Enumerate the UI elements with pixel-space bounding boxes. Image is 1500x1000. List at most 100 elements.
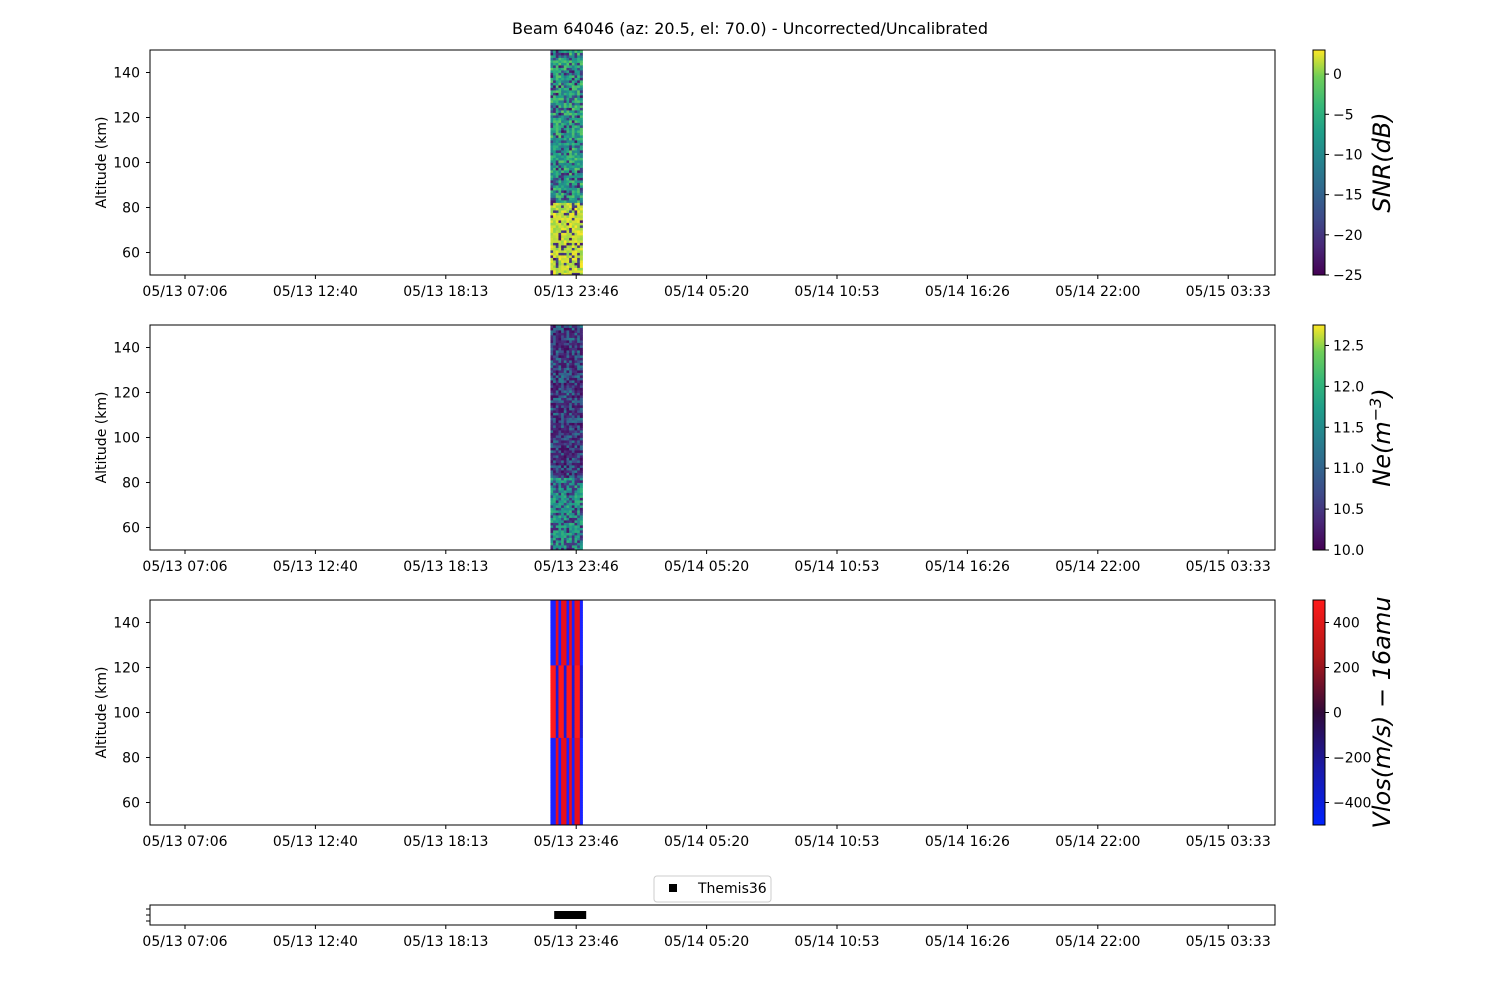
heatmap-cell bbox=[569, 55, 573, 58]
heatmap-cell bbox=[579, 330, 583, 333]
heatmap-cell bbox=[566, 380, 570, 383]
heatmap-cell bbox=[563, 722, 567, 726]
heatmap-cell bbox=[558, 810, 562, 813]
heatmap-cell bbox=[574, 325, 578, 328]
heatmap-cell bbox=[561, 327, 565, 331]
heatmap-cell bbox=[569, 622, 573, 626]
heatmap-cell bbox=[553, 212, 557, 216]
heatmap-cell bbox=[553, 700, 557, 703]
heatmap-cell bbox=[550, 255, 554, 258]
heatmap-cell bbox=[550, 400, 554, 403]
heatmap-cell bbox=[571, 437, 575, 441]
heatmap-cell bbox=[579, 467, 583, 471]
heatmap-cell bbox=[579, 385, 583, 388]
heatmap-cell bbox=[569, 495, 573, 498]
heatmap-cell bbox=[555, 197, 559, 201]
heatmap-cell bbox=[571, 640, 575, 643]
heatmap-cell bbox=[577, 615, 581, 618]
heatmap-cell bbox=[579, 772, 583, 776]
heatmap-cell bbox=[577, 495, 581, 498]
heatmap-cell bbox=[563, 207, 567, 211]
heatmap-cell bbox=[563, 447, 567, 451]
heatmap-cell bbox=[577, 230, 581, 233]
heatmap-cell bbox=[577, 145, 581, 148]
heatmap-cell bbox=[569, 107, 573, 111]
heatmap-cell bbox=[571, 617, 575, 621]
heatmap-cell bbox=[558, 450, 562, 453]
heatmap-cell bbox=[561, 360, 565, 363]
heatmap-cell bbox=[571, 385, 575, 388]
heatmap-cell bbox=[555, 632, 559, 636]
heatmap-cell bbox=[561, 525, 565, 528]
heatmap-cell bbox=[553, 95, 557, 98]
heatmap-cell bbox=[569, 130, 573, 133]
heatmap-cell bbox=[569, 440, 573, 443]
heatmap-cell bbox=[563, 157, 567, 161]
heatmap-cell bbox=[579, 222, 583, 226]
heatmap-cell bbox=[571, 535, 575, 538]
heatmap-cell bbox=[558, 672, 562, 676]
heatmap-cell bbox=[561, 700, 565, 703]
heatmap-cell bbox=[579, 52, 583, 56]
heatmap-cell bbox=[579, 262, 583, 266]
heatmap-cell bbox=[558, 695, 562, 698]
heatmap-cell bbox=[574, 247, 578, 251]
heatmap-cell bbox=[561, 190, 565, 193]
heatmap-cell bbox=[555, 352, 559, 356]
heatmap-cell bbox=[574, 612, 578, 616]
heatmap-cell bbox=[577, 380, 581, 383]
heatmap-cell bbox=[579, 795, 583, 798]
heatmap-cell bbox=[579, 357, 583, 361]
heatmap-cell bbox=[558, 157, 562, 161]
heatmap-cell bbox=[561, 265, 565, 268]
heatmap-cell bbox=[563, 772, 567, 776]
heatmap-cell bbox=[569, 325, 573, 328]
heatmap-cell bbox=[566, 542, 570, 546]
heatmap-cell bbox=[574, 242, 578, 246]
heatmap-cell bbox=[571, 192, 575, 196]
heatmap-cell bbox=[569, 465, 573, 468]
heatmap-cell bbox=[569, 690, 573, 693]
heatmap-cell bbox=[561, 225, 565, 228]
heatmap-cell bbox=[579, 210, 583, 213]
heatmap-cell bbox=[566, 405, 570, 408]
heatmap-cell bbox=[563, 707, 567, 711]
heatmap-cell bbox=[563, 775, 567, 778]
heatmap-cell bbox=[569, 92, 573, 96]
heatmap-cell bbox=[571, 55, 575, 58]
heatmap-cell bbox=[577, 795, 581, 798]
heatmap-cell bbox=[553, 622, 557, 626]
heatmap-cell bbox=[571, 215, 575, 218]
colorbar-snr bbox=[1312, 49, 1326, 276]
heatmap-cell bbox=[555, 800, 559, 803]
heatmap-cell bbox=[577, 190, 581, 193]
heatmap-cell bbox=[577, 472, 581, 476]
heatmap-cell bbox=[569, 717, 573, 721]
heatmap-cell bbox=[579, 127, 583, 131]
heatmap-cell bbox=[577, 367, 581, 371]
heatmap-cell bbox=[555, 500, 559, 503]
heatmap-cell bbox=[561, 252, 565, 256]
heatmap-cell bbox=[569, 752, 573, 756]
heatmap-cell bbox=[558, 630, 562, 633]
heatmap-cell bbox=[577, 122, 581, 126]
heatmap-cell bbox=[574, 687, 578, 691]
heatmap-cell bbox=[574, 172, 578, 176]
heatmap-cell bbox=[571, 230, 575, 233]
heatmap-cell bbox=[574, 332, 578, 336]
heatmap-cell bbox=[558, 542, 562, 546]
heatmap-cell bbox=[555, 272, 559, 276]
heatmap-cell bbox=[553, 192, 557, 196]
heatmap-cell bbox=[566, 655, 570, 658]
heatmap-cell bbox=[561, 215, 565, 218]
heatmap-cell bbox=[574, 130, 578, 133]
heatmap-cell bbox=[574, 55, 578, 58]
heatmap-cell bbox=[579, 235, 583, 238]
heatmap-cell bbox=[550, 707, 554, 711]
heatmap-cell bbox=[566, 820, 570, 823]
heatmap-cell bbox=[566, 632, 570, 636]
heatmap-cell bbox=[555, 612, 559, 616]
heatmap-cell bbox=[563, 65, 567, 68]
heatmap-cell bbox=[571, 160, 575, 163]
heatmap-cell bbox=[563, 440, 567, 443]
